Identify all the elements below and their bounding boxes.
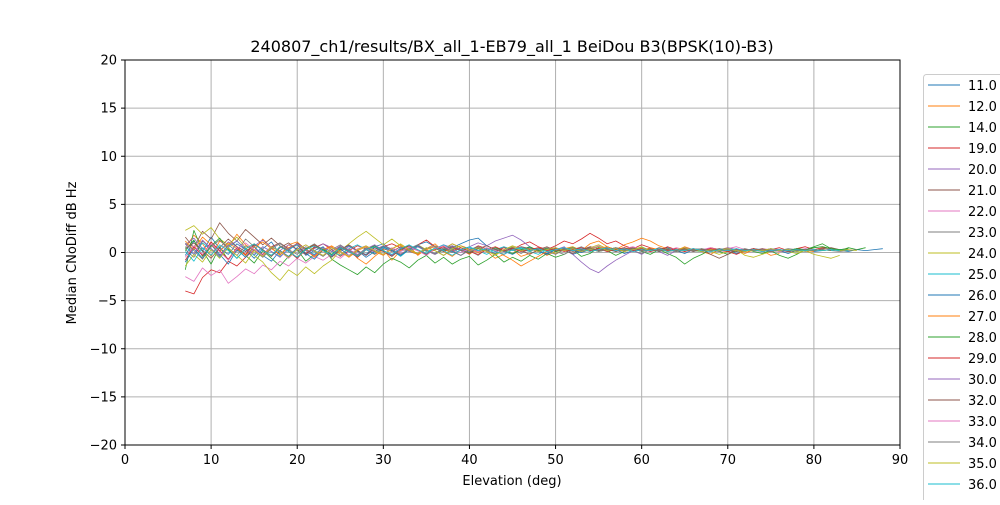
x-tick-label: 70 <box>720 453 737 468</box>
x-axis-label: Elevation (deg) <box>462 474 561 489</box>
y-tick-label: 10 <box>100 150 117 165</box>
y-tick-label: 5 <box>109 198 117 213</box>
legend-label: 22.0 <box>968 205 997 220</box>
series-lines <box>185 223 883 294</box>
legend-label: 14.0 <box>968 121 997 136</box>
x-tick-label: 10 <box>203 453 220 468</box>
legend-label: 12.0 <box>968 100 997 115</box>
legend-label: 34.0 <box>968 436 997 451</box>
x-tick-label: 80 <box>806 453 823 468</box>
legend-label: 35.0 <box>968 457 997 472</box>
legend-label: 28.0 <box>968 331 997 346</box>
y-tick-label: 15 <box>100 102 117 117</box>
x-tick-label: 90 <box>892 453 909 468</box>
y-tick-label: −5 <box>98 294 117 309</box>
legend-label: 25.0 <box>968 268 997 283</box>
y-tick-label: −10 <box>90 342 117 357</box>
y-tick-label: −15 <box>90 390 117 405</box>
legend-label: 33.0 <box>968 415 997 430</box>
x-tick-label: 60 <box>633 453 650 468</box>
legend-label: 29.0 <box>968 352 997 367</box>
legend-label: 32.0 <box>968 394 997 409</box>
y-tick-label: 20 <box>100 54 117 69</box>
legend-label: 19.0 <box>968 142 997 157</box>
x-tick-label: 0 <box>121 453 129 468</box>
legend-label: 20.0 <box>968 163 997 178</box>
y-axis-label: Median CNoDiff dB Hz <box>65 181 80 324</box>
chart-title: 240807_ch1/results/BX_all_1-EB79_all_1 B… <box>250 37 773 57</box>
x-tick-label: 50 <box>547 453 564 468</box>
legend-label: 24.0 <box>968 247 997 262</box>
legend-label: 23.0 <box>968 226 997 241</box>
x-tick-label: 40 <box>461 453 478 468</box>
x-tick-label: 30 <box>375 453 392 468</box>
legend: 11.0 12.0 14.0 19.0 20.0 21.0 22.0 23.0 24.0 25.0… <box>924 75 1000 501</box>
legend-label: 21.0 <box>968 184 997 199</box>
legend-label: 27.0 <box>968 310 997 325</box>
legend-label: 11.0 <box>968 79 997 94</box>
y-tick-label: 0 <box>109 246 117 261</box>
legend-label: 26.0 <box>968 289 997 304</box>
x-tick-label: 20 <box>289 453 306 468</box>
legend-label: 30.0 <box>968 373 997 388</box>
legend-label: 36.0 <box>968 478 997 493</box>
y-tick-label: −20 <box>90 439 117 454</box>
